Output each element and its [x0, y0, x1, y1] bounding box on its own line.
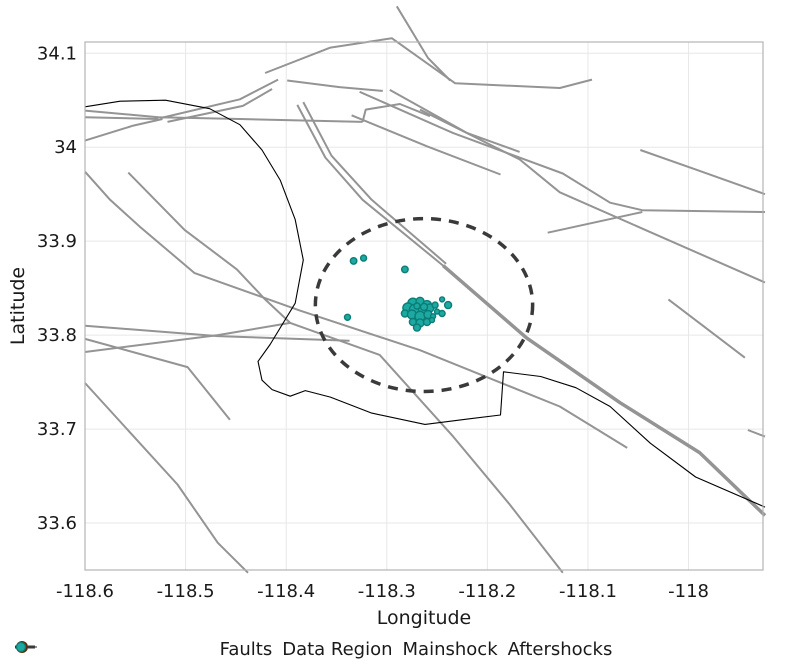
legend-label-faults: Faults — [219, 639, 273, 660]
svg-text:33.8: 33.8 — [37, 325, 77, 346]
boundary-line — [84, 99, 766, 508]
svg-text:-118: -118 — [668, 581, 709, 602]
tick-labels-layer: -118.6 -118.5 -118.4 -118.3 -118.2 -118.1 -118… — [37, 43, 709, 602]
svg-text:-118.3: -118.3 — [358, 581, 416, 602]
svg-text:-118.5: -118.5 — [157, 581, 215, 602]
legend-item-aftershocks: Aftershocks — [15, 639, 613, 660]
svg-text:34: 34 — [54, 137, 77, 158]
svg-text:-118.1: -118.1 — [559, 581, 617, 602]
svg-text:-118.2: -118.2 — [458, 581, 516, 602]
axes-box — [84, 41, 764, 571]
legend-item-faults: Faults — [15, 639, 273, 660]
legend-item-data-region: Data Region — [15, 639, 393, 660]
y-axis-title: Latitude — [7, 267, 29, 345]
svg-text:-118.6: -118.6 — [56, 581, 114, 602]
x-axis-title: Longitude — [377, 607, 472, 629]
data-region-circle — [313, 216, 535, 394]
svg-text:33.9: 33.9 — [37, 231, 77, 252]
legend-label-data-region: Data Region — [282, 639, 393, 660]
svg-text:-118.4: -118.4 — [257, 581, 315, 602]
legend-item-mainshock: Mainshock — [16, 639, 498, 660]
svg-text:33.7: 33.7 — [37, 419, 77, 440]
legend: Faults Data Region Mainshock Aftershocks — [14, 639, 800, 660]
legend-label-aftershocks: Aftershocks — [507, 639, 613, 660]
legend-label-mainshock: Mainshock — [402, 639, 498, 660]
svg-text:33.6: 33.6 — [37, 513, 77, 534]
aftershocks-layer — [343, 254, 453, 332]
svg-text:34.1: 34.1 — [37, 43, 77, 64]
faults-layer — [84, 5, 767, 574]
